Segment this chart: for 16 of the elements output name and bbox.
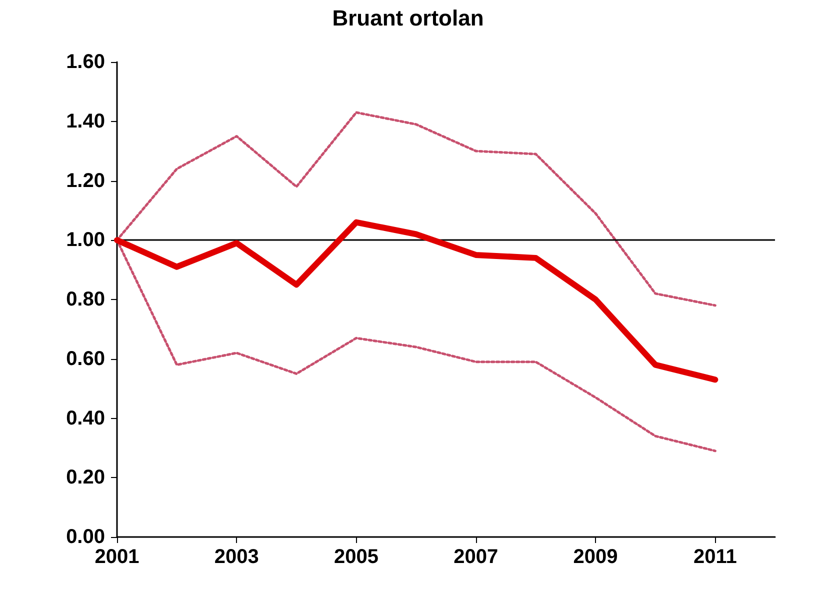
x-tick-label: 2001: [94, 546, 140, 568]
y-tick-label: 0.20: [66, 466, 105, 489]
chart-title: Bruant ortolan: [332, 6, 484, 30]
y-tick-label: 0.80: [66, 288, 105, 310]
y-tick-label: 0.00: [66, 526, 105, 548]
x-tick-label: 2009: [573, 546, 618, 568]
x-tick-label: 2003: [214, 546, 259, 568]
y-tick-label: 0.40: [66, 407, 105, 430]
y-tick-label: 1.20: [66, 170, 105, 192]
y-tick-label: 1.00: [66, 229, 105, 252]
y-tick-label: 1.40: [66, 110, 105, 132]
y-tick-label: 1.60: [66, 51, 105, 73]
x-tick-label: 2011: [693, 546, 737, 568]
x-tick-label: 2005: [334, 546, 379, 568]
x-tick-label: 2007: [454, 546, 498, 568]
y-tick-label: 0.60: [66, 348, 105, 370]
